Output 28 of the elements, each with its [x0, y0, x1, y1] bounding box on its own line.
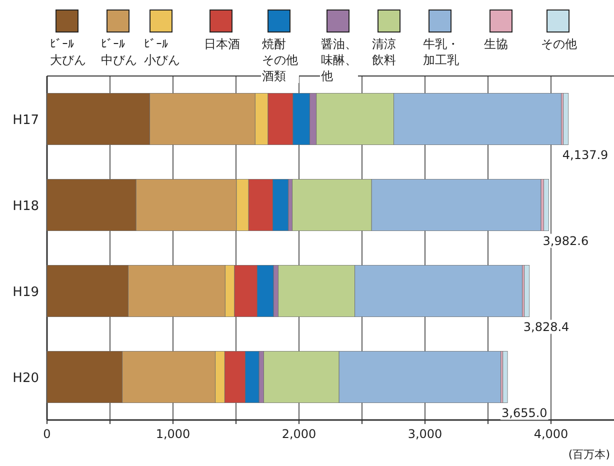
bar — [524, 265, 530, 317]
x-tick-label: 2,000 — [282, 427, 316, 441]
bar — [563, 93, 569, 145]
legend-label: 醤油、味醂、他 — [321, 37, 357, 83]
legend-label: ﾋﾞｰﾙ小びん — [144, 37, 180, 67]
legend-label: 焼酎その他酒類 — [262, 37, 298, 83]
x-tick-label: 0 — [43, 427, 51, 441]
x-tick-label: 1,000 — [156, 427, 190, 441]
total-label: 4,137.9 — [562, 148, 608, 162]
total-label: 3,982.6 — [542, 234, 589, 248]
y-tick-label: H20 — [12, 371, 39, 386]
y-tick-label: H19 — [12, 285, 39, 300]
total-label: 3,655.0 — [502, 406, 548, 420]
legend-label: 日本酒 — [204, 37, 240, 51]
bar — [544, 179, 550, 231]
legend-label: ﾋﾞｰﾙ中びん — [101, 37, 137, 67]
y-tick-label: H17 — [12, 113, 39, 128]
x-axis-title: (百万本) — [568, 448, 610, 461]
total-label: 3,828.4 — [523, 320, 570, 334]
legend-label: 生協 — [484, 37, 508, 51]
y-tick-label: H18 — [12, 199, 39, 214]
bar — [502, 351, 508, 403]
legend-label: その他 — [541, 37, 577, 51]
legend-label: 牛乳・加工乳 — [423, 37, 459, 67]
x-tick-label: 3,000 — [408, 427, 442, 441]
x-tick-label: 4,000 — [534, 427, 568, 441]
legend-label: 清涼飲料 — [372, 37, 396, 67]
legend-label: ﾋﾞｰﾙ大びん — [50, 37, 86, 67]
